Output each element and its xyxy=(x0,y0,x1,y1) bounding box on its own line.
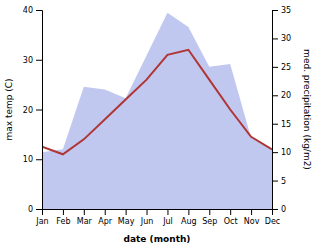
tick: 40 xyxy=(23,6,42,15)
tick: 25 xyxy=(272,63,291,72)
tick-mark xyxy=(272,67,278,68)
tick-label: 25 xyxy=(281,63,291,72)
tick: Mar xyxy=(77,209,93,226)
tick-mark xyxy=(36,60,42,61)
tick-label: Dec xyxy=(265,217,280,226)
tick: Jun xyxy=(140,209,154,226)
tick-mark xyxy=(272,95,278,96)
tick-mark xyxy=(36,159,42,160)
tick-label: 20 xyxy=(281,91,291,100)
tick: 30 xyxy=(23,56,42,65)
tick-mark xyxy=(251,209,252,215)
tick-label: Feb xyxy=(56,217,70,226)
y-axis: 0 10 20 30 40 xyxy=(23,6,43,214)
tick: 20 xyxy=(272,91,291,100)
tick-mark xyxy=(272,38,278,39)
x-axis-title: date (month) xyxy=(124,234,191,244)
tick-label: 0 xyxy=(28,205,33,214)
tick: Jul xyxy=(162,209,173,226)
axis-line xyxy=(36,11,43,210)
tick-label: Jul xyxy=(162,217,173,226)
tick-mark xyxy=(36,10,42,11)
tick: 35 xyxy=(272,6,291,15)
tick-label: Nov xyxy=(244,217,260,226)
tick: 0 xyxy=(28,205,42,214)
tick-label: 0 xyxy=(281,205,286,214)
tick: 5 xyxy=(272,177,286,186)
tick-label: 5 xyxy=(281,177,286,186)
tick-mark xyxy=(63,209,64,215)
tick-label: Sep xyxy=(202,217,217,226)
tick: 30 xyxy=(272,34,291,43)
tick: Feb xyxy=(56,209,70,226)
tick-mark xyxy=(84,209,85,215)
x-axis: Jan Feb Mar Apr May Jun Jul Aug Sep Oct Nov Dec xyxy=(35,209,280,226)
tick-mark xyxy=(36,110,42,111)
tick-label: Jun xyxy=(140,217,154,226)
tick: 10 xyxy=(272,148,291,157)
area xyxy=(42,13,272,209)
tick-mark xyxy=(36,209,42,210)
tick: Oct xyxy=(224,209,238,226)
chart: JanFebMarAprMayJunJulAugSepOctNovDec0102… xyxy=(0,0,318,247)
tick-label: 15 xyxy=(281,120,291,129)
tick: Dec xyxy=(265,209,280,226)
tick-mark xyxy=(188,209,189,215)
tick: Jan xyxy=(35,209,48,226)
tick: 20 xyxy=(23,106,42,115)
line xyxy=(42,50,272,154)
marks xyxy=(42,13,272,209)
tick: 0 xyxy=(272,205,286,214)
y2-axis-title: med. precipitation (kg/m2) xyxy=(302,49,312,170)
tick-label: 30 xyxy=(281,34,291,43)
tick: Apr xyxy=(98,209,113,226)
tick-mark xyxy=(272,152,278,153)
tick-mark xyxy=(272,209,278,210)
tick: 10 xyxy=(23,155,42,164)
tick: Aug xyxy=(181,209,197,226)
tick-label: Oct xyxy=(224,217,238,226)
y2-axis: 0 5 10 15 20 25 30 35 xyxy=(272,6,291,214)
tick-mark xyxy=(272,181,278,182)
tick-mark xyxy=(105,209,106,215)
axis-line xyxy=(273,11,279,210)
tick-label: Apr xyxy=(98,217,113,226)
tick-mark xyxy=(272,124,278,125)
tick-label: 40 xyxy=(23,6,33,15)
axis-line xyxy=(43,210,273,216)
tick-label: 20 xyxy=(23,106,33,115)
tick: May xyxy=(118,209,135,226)
plot: JanFebMarAprMayJunJulAugSepOctNovDec0102… xyxy=(4,6,312,244)
tick-label: Aug xyxy=(181,217,197,226)
tick-mark xyxy=(272,10,278,11)
tick-label: 10 xyxy=(281,148,291,157)
tick: 15 xyxy=(272,120,291,129)
tick-mark xyxy=(126,209,127,215)
tick-mark xyxy=(147,209,148,215)
tick-label: Jan xyxy=(35,217,48,226)
tick-mark xyxy=(167,209,168,215)
tick: Nov xyxy=(244,209,260,226)
tick-label: 30 xyxy=(23,56,33,65)
tick-mark xyxy=(209,209,210,215)
tick-label: 10 xyxy=(23,155,33,164)
y-axis-title: max temp (C) xyxy=(4,78,14,140)
tick-label: May xyxy=(118,217,135,226)
tick-label: Mar xyxy=(77,217,93,226)
tick-label: 35 xyxy=(281,6,291,15)
tick: Sep xyxy=(202,209,217,226)
tick-mark xyxy=(230,209,231,215)
